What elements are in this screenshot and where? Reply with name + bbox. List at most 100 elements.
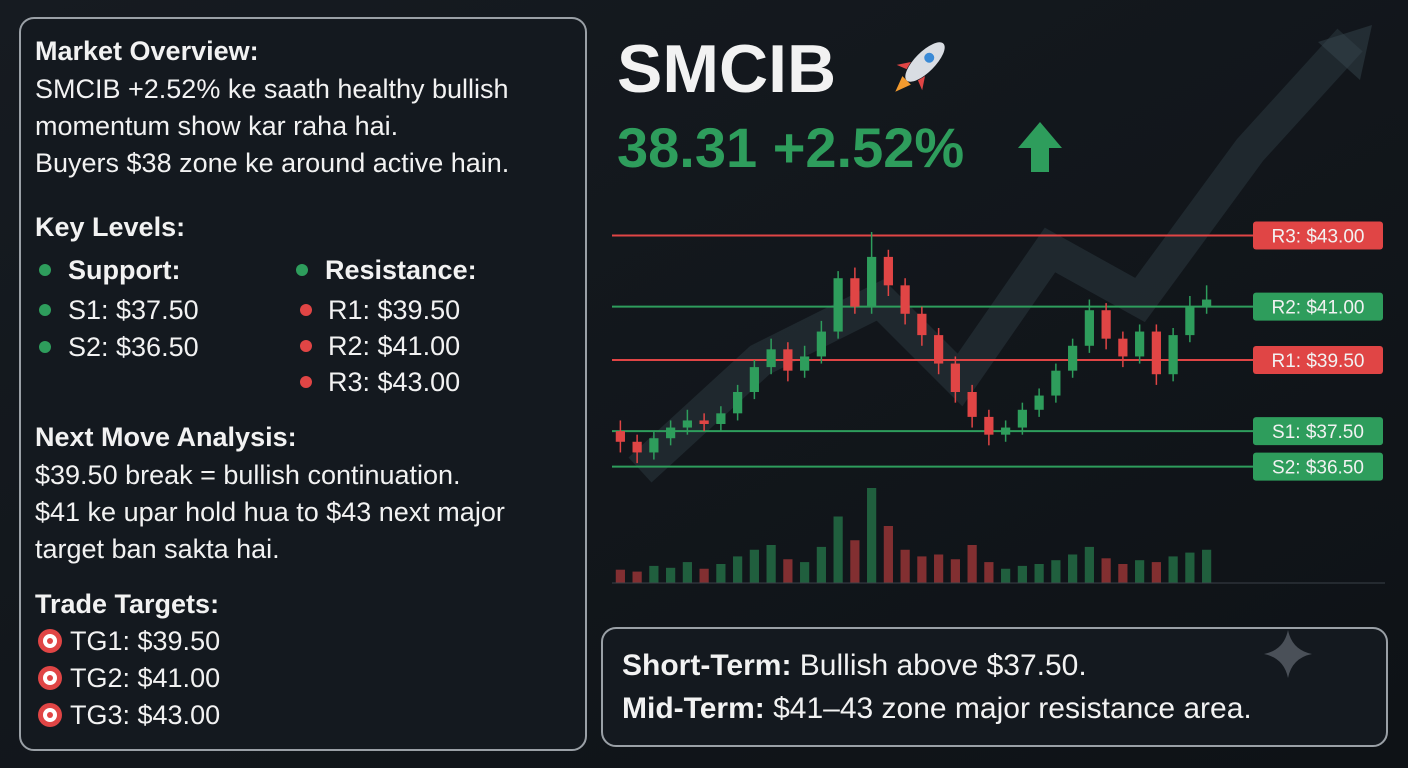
level-tag	[1253, 346, 1383, 374]
volume-bar	[699, 568, 709, 583]
list-title: Support:	[68, 255, 180, 285]
target-icons	[38, 629, 62, 727]
candle-body	[766, 349, 776, 368]
section-title: Trade Targets:	[35, 589, 219, 619]
outlook-line: Short-Term: Bullish above $37.50.	[622, 649, 1087, 682]
text-line: target ban sakta hai.	[35, 534, 280, 564]
list-item: S1: $37.50	[68, 295, 199, 325]
candle-body	[682, 420, 692, 428]
candle-body	[1001, 427, 1011, 435]
list-title: Resistance:	[325, 255, 477, 285]
target-icon	[38, 629, 62, 653]
volume-bar	[1185, 552, 1195, 583]
rocket-icon	[895, 42, 945, 92]
candle-body	[632, 441, 642, 453]
candle-body	[615, 431, 625, 442]
candle-body	[783, 349, 793, 371]
bullet	[39, 304, 51, 316]
quote: 38.31 +2.52%	[617, 116, 964, 179]
text-line: SMCIB +2.52% ke saath healthy bullish	[35, 74, 509, 104]
volume-bar	[816, 546, 826, 583]
volume-bar	[833, 516, 843, 583]
bullet	[300, 304, 312, 316]
volume-bar	[1202, 549, 1212, 583]
volume-bar	[1001, 568, 1011, 583]
text-line: $39.50 break = bullish continuation.	[35, 460, 461, 490]
candle-body	[1084, 310, 1094, 346]
text-line: Buyers $38 zone ke around active hain.	[35, 148, 509, 178]
candle-body	[733, 392, 743, 414]
volume-bar	[984, 562, 994, 583]
candle-body	[850, 278, 860, 307]
target-icon	[38, 703, 62, 727]
volume-bar	[749, 549, 759, 583]
candle-body	[1151, 331, 1161, 375]
volume-bar	[682, 562, 692, 583]
bullet	[39, 341, 51, 353]
candle-body	[1051, 370, 1061, 396]
candle-body	[800, 356, 810, 371]
volume-bar	[1118, 564, 1128, 583]
volume-bar	[1101, 558, 1111, 583]
candle-body	[867, 256, 877, 307]
level-label: S1: $37.50	[1272, 422, 1364, 443]
bullet	[300, 376, 312, 388]
level-tag	[1253, 452, 1383, 481]
volume-bar	[1034, 564, 1044, 583]
level-tag	[1253, 292, 1383, 321]
list-item: R3: $43.00	[328, 367, 460, 397]
volume-bar	[1151, 562, 1161, 583]
list-item: TG2: $41.00	[70, 663, 220, 693]
volume-bar	[615, 569, 625, 583]
volume-bar	[1068, 554, 1078, 583]
bullet	[300, 340, 312, 352]
volume-bar	[649, 565, 659, 583]
section-title: Key Levels:	[35, 212, 185, 242]
candle-body	[934, 335, 944, 364]
outlook-line: Mid-Term: $41–43 zone major resistance a…	[622, 692, 1252, 725]
candle-body	[1202, 299, 1212, 307]
bullet	[296, 264, 308, 276]
candle-body	[1168, 335, 1178, 375]
volume-bar	[666, 567, 676, 583]
candle-body	[1185, 306, 1195, 336]
candle-body	[1118, 338, 1128, 357]
candle-body	[833, 278, 843, 332]
ticker: SMCIB	[617, 31, 836, 107]
candle-body	[950, 363, 960, 392]
list-item: R2: $41.00	[328, 331, 460, 361]
volume-bar	[1135, 560, 1145, 583]
volume-bar	[1084, 546, 1094, 583]
list-item: S2: $36.50	[68, 332, 199, 362]
candle-body	[1135, 331, 1145, 357]
outlook-label: Mid-Term:	[622, 692, 765, 725]
volume-bar	[800, 562, 810, 583]
up-arrow	[1018, 122, 1062, 172]
volume-bar	[950, 559, 960, 583]
level-tag	[1253, 417, 1383, 446]
volume-bar	[1168, 556, 1178, 583]
list-item: TG3: $43.00	[70, 700, 220, 730]
volume-bar	[766, 545, 776, 583]
target-icon	[38, 666, 62, 690]
decor-arrow	[628, 28, 1363, 483]
candlestick-chart: R3: $43.00 R2: $41.00 R1: $39.50 S2: $36.50…	[612, 221, 1385, 584]
volume-bar	[850, 540, 860, 583]
candle-body	[699, 420, 709, 424]
candle-body	[1068, 345, 1078, 371]
sparkle-icon	[1264, 630, 1312, 678]
list-item: TG1: $39.50	[70, 626, 220, 656]
outlook-text: $41–43 zone major resistance area.	[765, 692, 1252, 725]
candle-body	[900, 285, 910, 314]
candle-body	[1101, 310, 1111, 339]
level-tag	[1253, 221, 1383, 250]
volume-bar	[917, 556, 927, 583]
volume-bar	[934, 554, 944, 583]
volume-bar	[867, 488, 877, 583]
volume-bar	[733, 556, 743, 583]
volume-bar	[883, 526, 893, 583]
volume-bar	[967, 545, 977, 583]
candle-body	[883, 256, 893, 286]
